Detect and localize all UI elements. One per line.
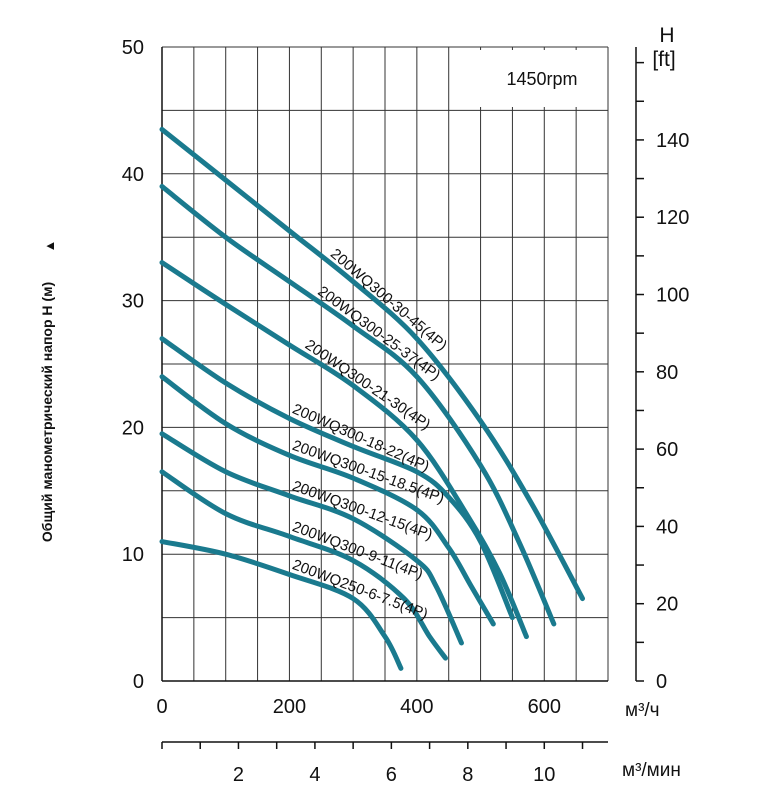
series-line <box>159 336 515 621</box>
y2-tick-label: 80 <box>656 362 678 384</box>
y2-tick-label: 20 <box>656 594 678 616</box>
y2-tick-label: 40 <box>656 516 678 538</box>
x-tick-label: 200 <box>273 696 306 718</box>
y-axis-title-text: Общий манометрический напор H (м) <box>39 282 55 542</box>
y2-tick-label: 140 <box>656 130 689 152</box>
y-axis-title-arrow: ▲ <box>42 240 57 253</box>
y-tick-label: 20 <box>122 417 144 439</box>
y2-tick-label: 60 <box>656 439 678 461</box>
x2-tick-label: 4 <box>309 764 320 786</box>
y2-tick-label: 120 <box>656 207 689 229</box>
y-tick-label: 0 <box>133 671 144 693</box>
y2-title-ft: [ft] <box>652 48 675 71</box>
y-axis-title: Общий манометрический напор H (м) ▲ <box>39 240 57 543</box>
series <box>159 126 586 671</box>
x-tick-label: 400 <box>400 696 433 718</box>
x2-tick-label: 6 <box>386 764 397 786</box>
series-line <box>159 469 449 661</box>
x2-tick-label: 2 <box>233 764 244 786</box>
y-tick-label: 10 <box>122 544 144 566</box>
y2-title-h: H <box>659 24 674 47</box>
x-unit-label: м³/ч <box>625 700 660 721</box>
x2-tick-label: 8 <box>462 764 473 786</box>
y2-tick-label: 0 <box>656 671 667 693</box>
series-line <box>159 260 529 640</box>
y-tick-label: 50 <box>122 37 144 59</box>
x-tick-label: 600 <box>528 696 561 718</box>
series-line <box>159 374 496 627</box>
y-tick-label: 40 <box>122 164 144 186</box>
series-line <box>159 183 557 627</box>
x-tick-label: 0 <box>156 696 167 718</box>
series-line <box>159 539 404 671</box>
grid <box>161 46 609 681</box>
rpm-annotation: 1450rpm <box>506 69 577 89</box>
x2-unit-label: м³/мин <box>622 760 681 781</box>
series-line <box>159 431 464 646</box>
rpm-annotation-box: 1450rpm <box>478 50 606 107</box>
axes <box>161 47 637 743</box>
y-tick-label: 30 <box>122 291 144 313</box>
x2-tick-label: 10 <box>533 764 555 786</box>
y2-tick-label: 100 <box>656 285 689 307</box>
series-line <box>159 126 586 602</box>
